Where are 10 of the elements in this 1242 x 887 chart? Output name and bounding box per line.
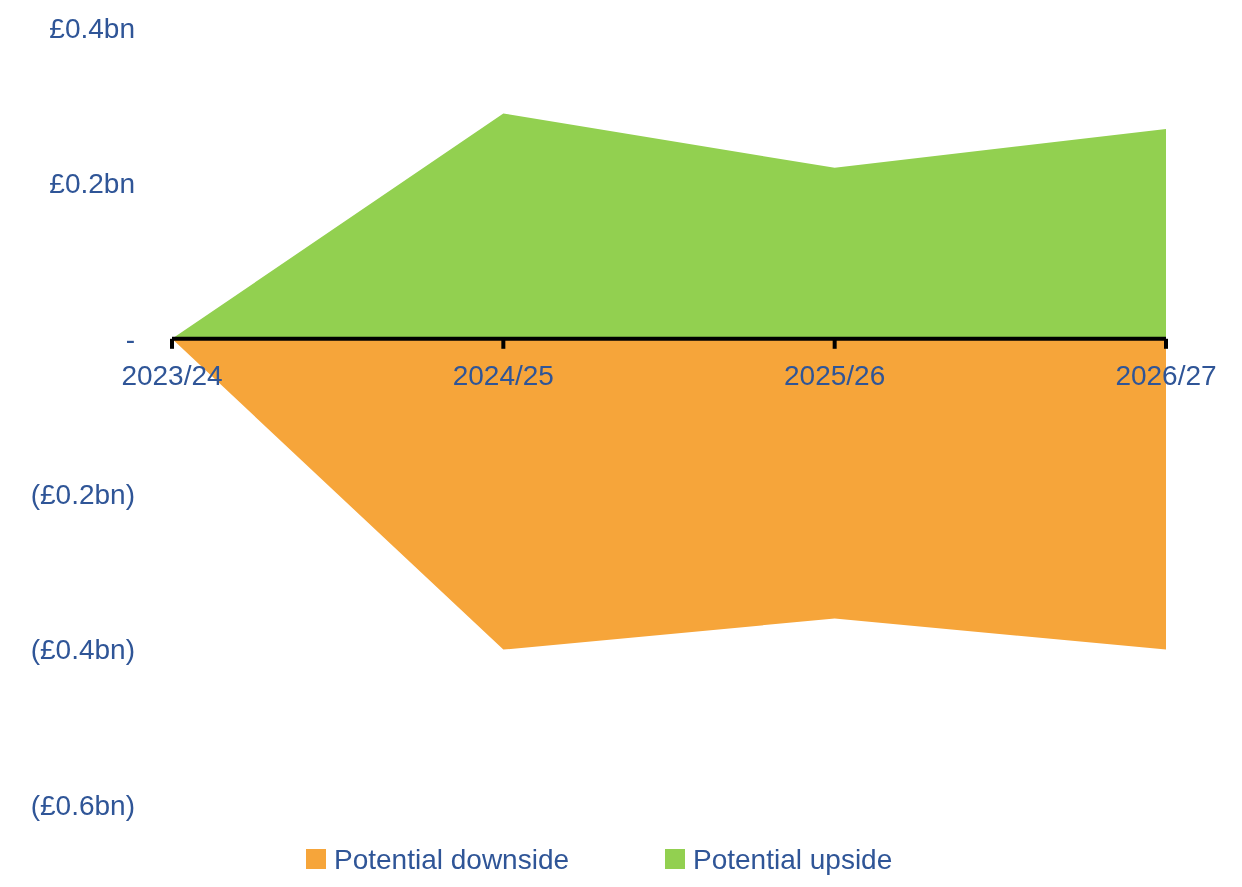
- legend-label: Potential downside: [334, 844, 570, 875]
- y-tick-label: (£0.4bn): [30, 634, 135, 666]
- x-tick-label: 2024/25: [452, 359, 554, 391]
- x-tick-label: 2025/26: [784, 359, 886, 391]
- y-tick-label: £0.4bn: [49, 12, 135, 44]
- legend-label: Potential upside: [693, 844, 893, 875]
- y-tick-label: (£0.6bn): [30, 789, 135, 821]
- y-tick-label: -: [125, 323, 135, 355]
- y-tick-label: (£0.2bn): [30, 479, 135, 510]
- y-tick-label: £0.2bn: [49, 168, 135, 200]
